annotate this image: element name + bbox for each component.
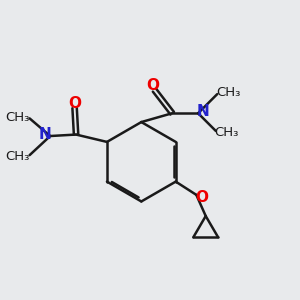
Text: N: N — [38, 127, 51, 142]
Text: O: O — [195, 190, 208, 205]
Text: CH₃: CH₃ — [216, 86, 241, 99]
Text: O: O — [147, 78, 160, 93]
Text: CH₃: CH₃ — [215, 126, 239, 139]
Text: CH₃: CH₃ — [5, 150, 29, 163]
Text: N: N — [197, 104, 210, 119]
Text: O: O — [68, 96, 81, 111]
Text: CH₃: CH₃ — [5, 111, 29, 124]
